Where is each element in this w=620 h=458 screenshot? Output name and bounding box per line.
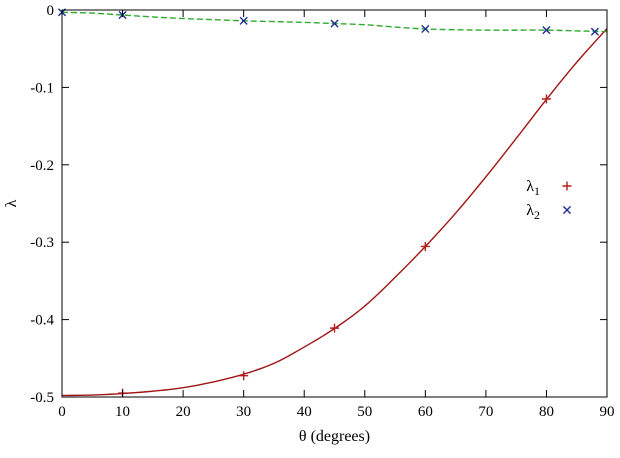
plot-border xyxy=(61,9,608,398)
y-axis-label: λ xyxy=(3,199,20,207)
y-tick-label: 0 xyxy=(47,3,55,19)
data-point-marker-λ1 xyxy=(541,94,551,104)
x-tick-label: 0 xyxy=(58,404,66,420)
data-point-marker-λ1 xyxy=(420,241,430,251)
x-tick-label: 40 xyxy=(297,404,312,420)
x-tick-label: 20 xyxy=(176,404,191,420)
x-axis-label: θ (degrees) xyxy=(299,428,370,445)
x-tick-label: 50 xyxy=(357,404,372,420)
x-tick-label: 60 xyxy=(418,404,433,420)
legend-label-λ1: λ1 xyxy=(526,178,540,198)
data-point-marker-λ2 xyxy=(239,16,248,25)
y-tick-label: -0.3 xyxy=(30,235,54,251)
data-point-marker-λ2 xyxy=(590,27,599,36)
data-point-marker-λ2 xyxy=(330,19,339,28)
x-tick-label: 90 xyxy=(600,404,615,420)
y-tick-label: -0.4 xyxy=(30,313,54,329)
x-tick-label: 80 xyxy=(539,404,554,420)
data-point-marker-λ2 xyxy=(421,24,430,34)
data-point-marker-λ2 xyxy=(542,26,551,35)
legend-marker-λ1 xyxy=(562,181,572,191)
x-tick-label: 70 xyxy=(478,404,493,420)
legend-marker-λ2 xyxy=(562,205,572,215)
y-tick-label: -0.2 xyxy=(30,158,54,174)
data-point-marker-λ1 xyxy=(239,371,249,381)
legend-label-λ2: λ2 xyxy=(526,202,540,222)
x-tick-label: 30 xyxy=(236,404,251,420)
x-tick-label: 10 xyxy=(115,404,130,420)
y-tick-label: -0.5 xyxy=(30,390,54,406)
data-point-marker-λ1 xyxy=(330,323,339,333)
series-line-λ2 xyxy=(62,11,607,33)
y-tick-label: -0.1 xyxy=(30,80,54,96)
